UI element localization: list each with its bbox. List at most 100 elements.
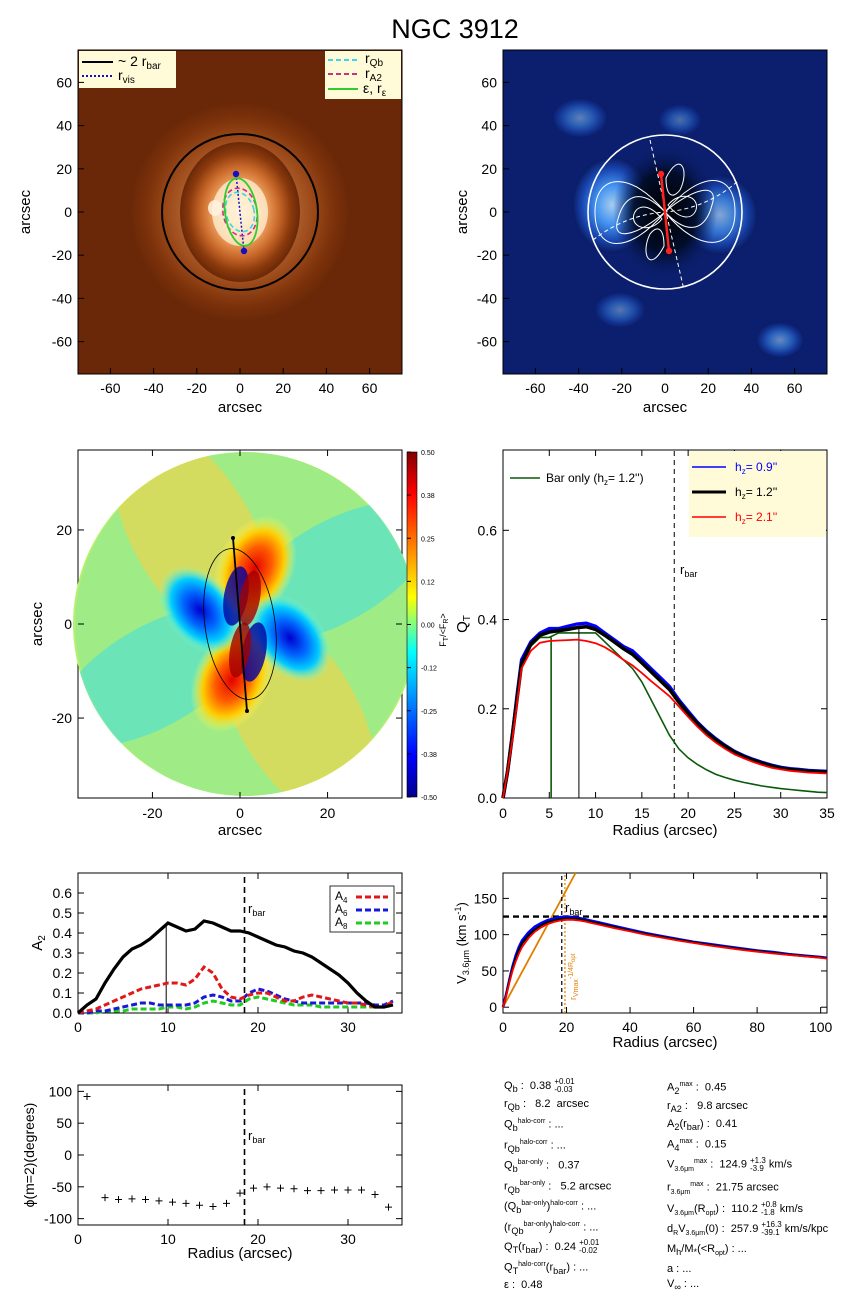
image-xtick-label: -40 [143, 380, 163, 396]
qt-ytick-label: 0.6 [478, 522, 498, 538]
vel-xtick-label: 100 [809, 1019, 833, 1035]
param-vinf: V∞ : ... [667, 1278, 700, 1293]
rqb-ellipse [224, 191, 256, 233]
map-ytick-label: -20 [52, 710, 72, 726]
residual-ytick-label: 40 [481, 118, 497, 134]
image-xtick-label: 20 [275, 380, 291, 396]
vel-ytick-label: 150 [474, 890, 498, 906]
qt-ytick-label: 0.2 [478, 701, 498, 717]
phase-point [263, 1183, 271, 1191]
phase-point [209, 1203, 217, 1211]
map-xlabel: arcsec [218, 822, 263, 839]
two-rbar-circle [161, 133, 319, 291]
qt-series-hz21 [502, 638, 828, 799]
vel-ytick-label: 50 [481, 963, 497, 979]
phase-point [317, 1187, 325, 1195]
phase-point [196, 1201, 203, 1209]
param-drv: dRV3.6μm(0) : 257.9 +16.3 -39.1 km/s/kpc [667, 1220, 829, 1238]
param-ra2: rA2 : 9.8 arcsec [667, 1099, 748, 1114]
vel-xtick-label: 0 [499, 1019, 507, 1035]
param-qb-baronly-halo: (Qbbar-only)halo-corr : ... [504, 1200, 597, 1216]
qt-xtick-label: 5 [545, 805, 553, 821]
qt-xtick-label: 10 [588, 805, 604, 821]
phase-point [223, 1199, 230, 1207]
image-ytick-label: 20 [56, 161, 72, 177]
phase-point [250, 1184, 257, 1192]
param-rqb-baronly: rQbbar-only : 5.2 arcsec [504, 1179, 612, 1195]
param-a4max: A4max : 0.15 [667, 1137, 727, 1153]
a2-legend: A4 A6 A8 [329, 885, 395, 933]
phase-ytick-label: 50 [56, 1115, 72, 1131]
vel-xtick-label: 20 [559, 1019, 575, 1035]
figure-title: NGC 3912 [391, 14, 519, 44]
image-ytick-label: -60 [52, 334, 72, 350]
image-ytick-label: 40 [56, 118, 72, 134]
vel-ytick-label: 100 [474, 927, 498, 943]
param-qt-rbar-halo: QThalo-corr(rbar) : ... [504, 1260, 589, 1276]
param-eps: ε : 0.48 [504, 1279, 543, 1292]
phase-point [385, 1203, 392, 1211]
image-xtick-label: 40 [319, 380, 335, 396]
params-right: A2max : 0.45 rA2 : 9.8 arcsec A2(rbar) :… [667, 1078, 847, 1295]
param-rqb: rQb : 8.2 arcsec [504, 1097, 589, 1113]
residual-xtick-label: 20 [700, 380, 716, 396]
vel-xtick-label: 80 [749, 1019, 765, 1035]
image-ytick-label: 60 [56, 74, 72, 90]
phase-point [344, 1186, 352, 1194]
param-mh: Mh/M*(<Ropt) : ... [667, 1243, 747, 1258]
residual-xtick-label: -60 [525, 380, 545, 396]
image-legend-right: rQb rA2 ε, rε [325, 50, 401, 99]
colorbar-tick-label: 0.25 [421, 536, 435, 543]
qt-panel: 0 5 10 15 20 25 30 35 0.0 0.2 0.4 0.6 hz= 0.9'' hz=… [454, 449, 835, 839]
svg-text:hz= 1.2'': hz= 1.2'' [735, 485, 777, 501]
param-qb-halo: Qbhalo-corr : ... [504, 1117, 564, 1133]
qt-series-hz12 [501, 624, 828, 799]
phase-point [371, 1190, 379, 1198]
vel-xtick-label: 60 [686, 1019, 702, 1035]
phase-ylabel: ϕ(m=2)(degrees) [21, 1103, 37, 1208]
param-a2max: A2max : 0.45 [667, 1081, 727, 1096]
phase-ytick-label: 0 [64, 1147, 72, 1163]
residual-ytick-label: -20 [477, 247, 497, 263]
qt-xtick-label: 25 [727, 805, 743, 821]
image-ytick-label: -20 [52, 247, 72, 263]
a2-ytick-label: 0.1 [53, 985, 73, 1001]
colorbar-tick-label: 0.50 [421, 450, 435, 457]
param-vmax: V3.6μmmax : 124.9 +1.3 -3.9 km/s [667, 1156, 793, 1174]
params-left: Qb : 0.38 +0.01 -0.03 rQb : 8.2 arcsec Qb… [504, 1078, 654, 1293]
param-rmax: r3.6μmmax : 21.75 arcsec [667, 1180, 779, 1196]
phase-point [331, 1186, 338, 1194]
colorbar-tick-label: -0.50 [421, 795, 437, 802]
colorbar-label: FT/<FR> [438, 613, 450, 646]
map-xtick-label: -20 [142, 805, 162, 821]
residual-circle [587, 134, 743, 290]
a2-ytick-label: 0.0 [53, 1005, 73, 1021]
qt-ytick-label: 0.0 [478, 790, 498, 806]
qt-series-bar-only [502, 632, 828, 799]
a2-xtick-label: 10 [160, 1019, 176, 1035]
vel-series-red [502, 918, 828, 1008]
a2-panel: 0 10 20 300.00.10.20.30.40.50.6 A4 A6 A8 rb… [29, 872, 403, 1035]
phase-ytick-label: 100 [49, 1083, 73, 1099]
residual-xtick-label: 0 [661, 380, 669, 396]
map-bar-line [232, 537, 248, 712]
map-ylabel: arcsec [29, 601, 46, 646]
phase-point [290, 1185, 298, 1193]
image-panel: ~ 2 rbar rvis rQb rA2 ε, rε -60 -60 -40 -40… [17, 49, 403, 416]
svg-text:Bar only (hz= 1.2''): Bar only (hz= 1.2'') [546, 471, 644, 487]
phase-xtick-label: 0 [74, 1231, 82, 1247]
param-rqb-halo: rQbhalo-corr : ... [504, 1138, 566, 1154]
phase-point [304, 1187, 311, 1195]
a2-ytick-label: 0.3 [53, 945, 73, 961]
svg-text:hz= 2.1'': hz= 2.1'' [735, 510, 777, 526]
phase-point [277, 1184, 284, 1192]
svg-text:hz= 0.9'': hz= 0.9'' [735, 460, 777, 476]
residual-ytick-label: -40 [477, 290, 497, 306]
a2-ytick-label: 0.2 [53, 965, 73, 981]
vel-xlabel: Radius (arcsec) [612, 1034, 717, 1051]
phase-xtick-label: 30 [340, 1231, 356, 1247]
